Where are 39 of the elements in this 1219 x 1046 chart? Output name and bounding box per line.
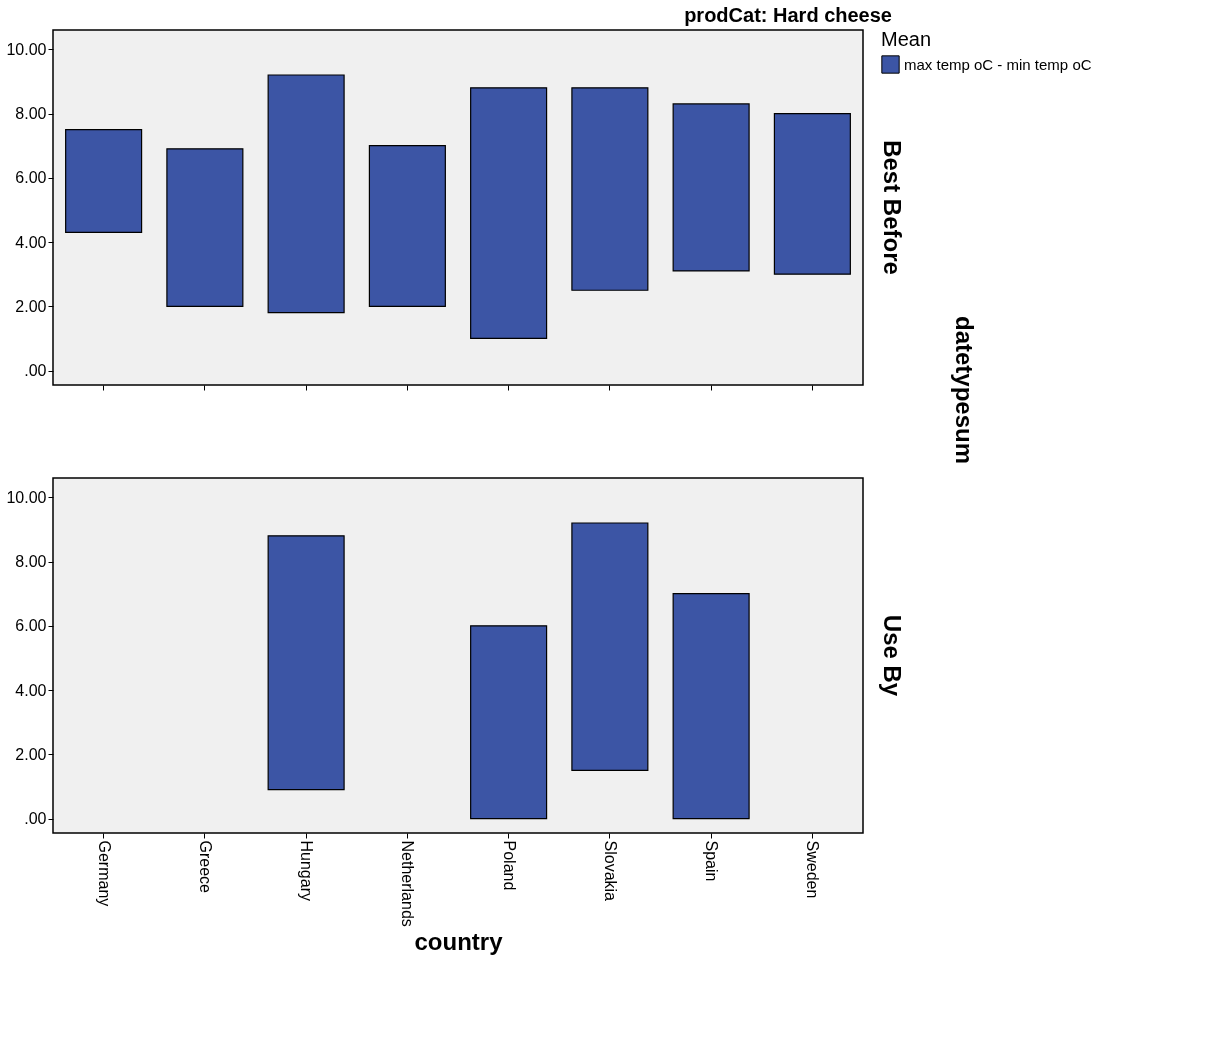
y-tick-label: 2.00 <box>15 297 47 315</box>
y-tick-label: 6.00 <box>15 617 47 635</box>
y-tick-label: .00 <box>24 362 47 380</box>
y-tick-label: 4.00 <box>15 233 47 251</box>
bar <box>368 145 446 307</box>
x-tick-label: Sweden <box>804 840 822 899</box>
x-tick-label: Poland <box>500 840 518 891</box>
bar <box>672 593 750 820</box>
x-tick-label: Slovakia <box>601 840 619 902</box>
y-tick-label: 10.00 <box>6 488 47 506</box>
bar <box>571 522 649 771</box>
y-tick-label: .00 <box>24 810 47 828</box>
y2-axis-title: Best Before <box>879 140 906 275</box>
bar <box>267 74 345 314</box>
x-tick-label: Germany <box>95 840 113 907</box>
bar <box>166 148 244 307</box>
legend-label: max temp oC - min temp oC <box>904 55 1092 73</box>
bar <box>773 112 851 275</box>
y2-axis-title: Use By <box>879 614 906 697</box>
y-tick-label: 8.00 <box>15 105 47 123</box>
bar <box>65 128 143 233</box>
chart-title: prodCat: Hard cheese <box>684 4 892 26</box>
y-tick-label: 4.00 <box>15 681 47 699</box>
bar <box>267 535 345 791</box>
y-tick-label: 2.00 <box>15 745 47 763</box>
x-tick-label: Greece <box>196 840 214 894</box>
y-tick-label: 10.00 <box>6 40 47 58</box>
y-tick-label: 6.00 <box>15 169 47 187</box>
legend-title: Mean <box>881 28 932 50</box>
bar <box>470 87 548 340</box>
y-tick-label: 8.00 <box>15 553 47 571</box>
x-tick-label: Netherlands <box>399 840 417 927</box>
bar <box>672 103 750 272</box>
x-axis-title: country <box>414 927 504 955</box>
x-tick-label: Spain <box>703 840 721 882</box>
text: datetypesum <box>951 315 978 465</box>
bar <box>571 87 649 291</box>
bar <box>470 625 548 820</box>
x-tick-label: Hungary <box>298 840 316 901</box>
